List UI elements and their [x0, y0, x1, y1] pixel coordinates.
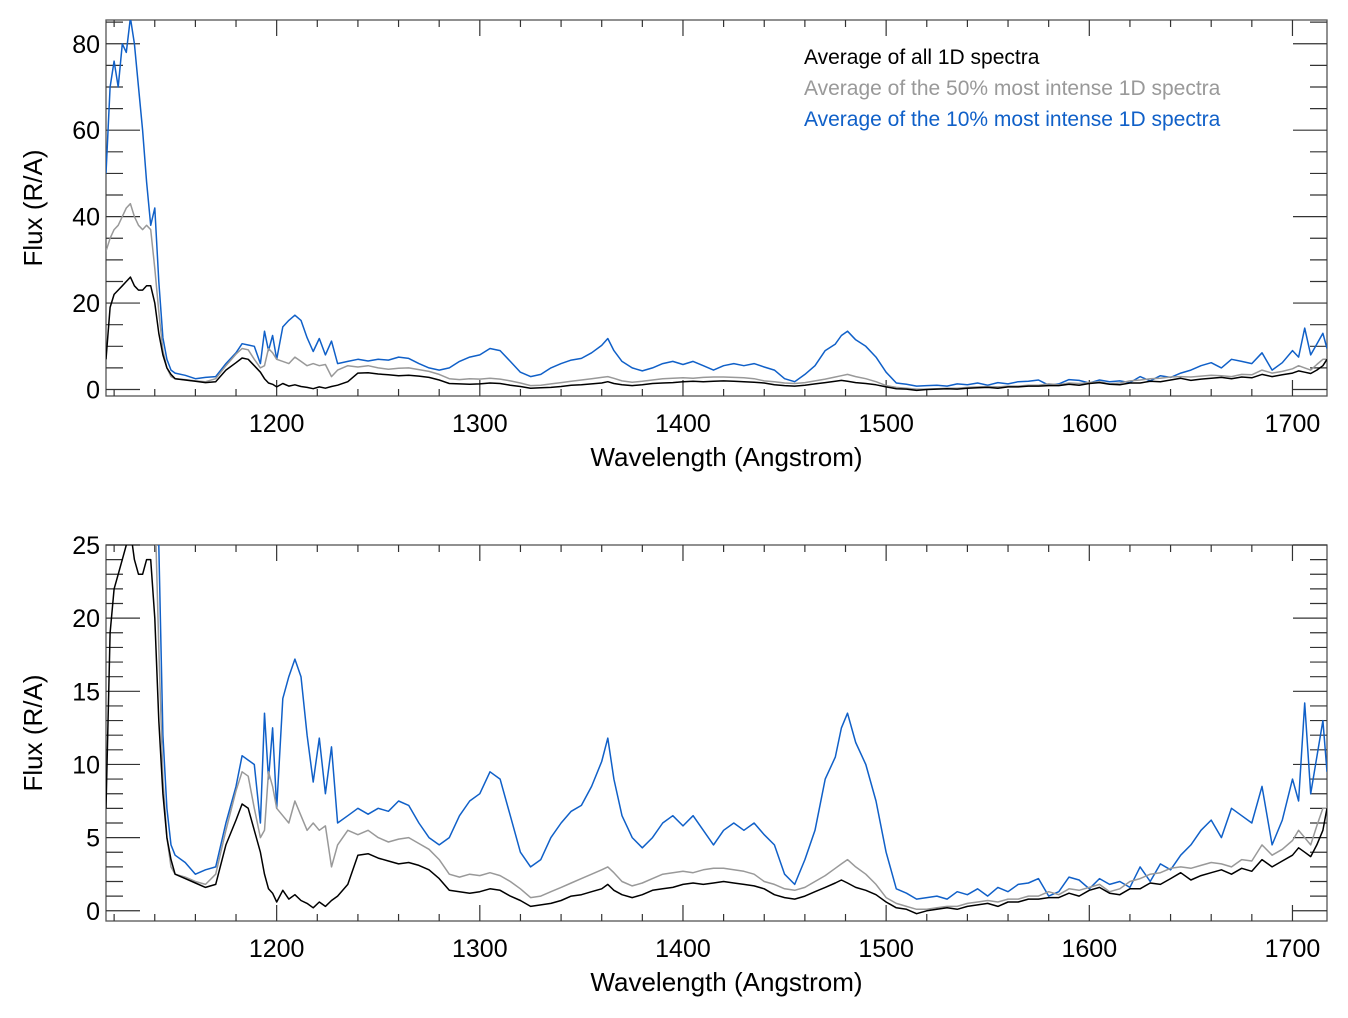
x-tick-label: 1200: [249, 410, 305, 438]
y-tick-label: 0: [86, 898, 100, 926]
ticks-bottom: [106, 544, 1327, 921]
x-tick-label: 1300: [452, 410, 508, 438]
legend-entry-10pct: Average of the 10% most intense 1D spect…: [804, 108, 1221, 131]
series-line-50pct-top: [106, 202, 1327, 390]
legend-entry-50pct: Average of the 50% most intense 1D spect…: [804, 77, 1221, 100]
series-group-bottom: [106, 545, 1327, 915]
x-axis-title-bottom: Wavelength (Angstrom): [590, 967, 862, 997]
y-axis-title-bottom: Flux (R/A): [18, 675, 48, 792]
x-tick-label: 1300: [452, 935, 508, 963]
y-tick-label: 15: [72, 678, 100, 706]
x-tick-label: 1400: [655, 410, 711, 438]
legend-entry-all: Average of all 1D spectra: [804, 46, 1040, 69]
series-line-10pct-top: [106, 20, 1327, 387]
panel-top: 1200 1300 1400 1500 1600 1700 0 20 40 60 80 Wavele…: [18, 19, 1328, 472]
y-tick-label: 80: [72, 31, 100, 59]
panel-bottom: 1200 1300 1400 1500 1600 1700 0 5 10 15 20 25 Wavel…: [18, 532, 1328, 997]
x-tick-label: 1500: [858, 935, 914, 963]
y-tick-label: 5: [86, 825, 100, 853]
y-tick-label: 25: [72, 532, 100, 560]
y-tick-label: 40: [72, 204, 100, 232]
y-tick-label: 20: [72, 605, 100, 633]
tick-labels-top: 1200 1300 1400 1500 1600 1700 0 20 40 60 80: [72, 31, 1320, 438]
y-tick-label: 60: [72, 117, 100, 145]
series-line-all-top: [106, 276, 1327, 392]
tick-labels-bottom: 1200 1300 1400 1500 1600 1700 0 5 10 15 20 25: [72, 532, 1320, 963]
series-group-top: [106, 20, 1327, 392]
x-axis-title-top: Wavelength (Angstrom): [590, 442, 862, 472]
legend: Average of all 1D spectra Average of the…: [804, 46, 1221, 131]
y-tick-label: 10: [72, 751, 100, 779]
series-line-all-bottom: [106, 545, 1327, 915]
series-line-10pct-bottom: [158, 545, 1327, 900]
plot-frame-top: [105, 19, 1328, 397]
x-tick-label: 1400: [655, 935, 711, 963]
x-tick-label: 1600: [1061, 410, 1117, 438]
x-tick-label: 1500: [858, 410, 914, 438]
ticks-top: [106, 20, 1327, 396]
x-tick-label: 1600: [1061, 935, 1117, 963]
x-tick-label: 1700: [1265, 935, 1321, 963]
series-line-50pct-bottom: [155, 545, 1327, 911]
y-tick-label: 20: [72, 290, 100, 318]
y-axis-title-top: Flux (R/A): [18, 150, 48, 267]
x-tick-label: 1700: [1265, 410, 1321, 438]
plot-frame-bottom: [105, 544, 1328, 922]
y-tick-label: 0: [86, 377, 100, 405]
x-tick-label: 1200: [249, 935, 305, 963]
